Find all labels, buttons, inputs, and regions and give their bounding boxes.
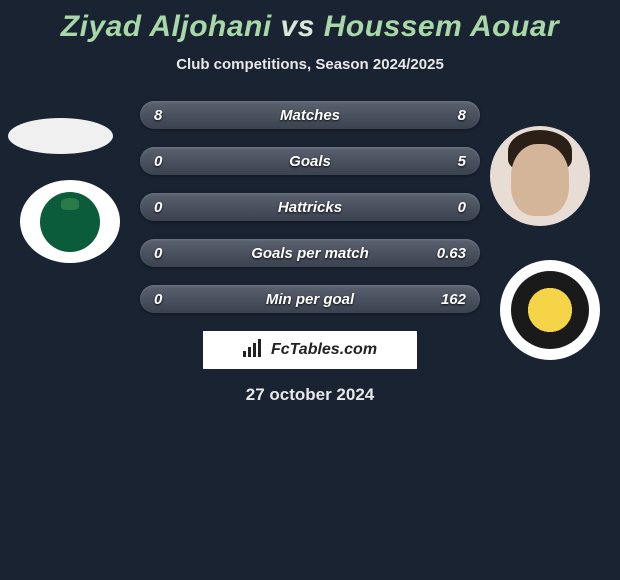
stat-label: Goals per match xyxy=(190,245,430,262)
stat-label: Min per goal xyxy=(190,291,430,308)
player2-avatar xyxy=(490,126,590,226)
stats-block: 8 Matches 8 0 Goals 5 0 Hattricks 0 0 Go… xyxy=(140,101,480,313)
stat-row: 8 Matches 8 xyxy=(140,101,480,129)
stat-label: Hattricks xyxy=(190,199,430,216)
player1-avatar xyxy=(8,118,113,154)
stat-left-value: 0 xyxy=(154,153,190,170)
stat-right-value: 0.63 xyxy=(430,245,466,262)
stat-row: 0 Goals per match 0.63 xyxy=(140,239,480,267)
watermark-text: FcTables.com xyxy=(271,341,377,359)
stat-label: Goals xyxy=(190,153,430,170)
club-badge-inner xyxy=(40,192,100,252)
stat-row: 0 Min per goal 162 xyxy=(140,285,480,313)
stat-row: 0 Goals 5 xyxy=(140,147,480,175)
stat-right-value: 0 xyxy=(430,199,466,216)
avatar-face-shape xyxy=(511,144,569,216)
season-subtitle: Club competitions, Season 2024/2025 xyxy=(0,56,620,73)
stat-row: 0 Hattricks 0 xyxy=(140,193,480,221)
club-badge-inner xyxy=(511,271,589,349)
vs-label: vs xyxy=(281,10,315,43)
stat-right-value: 5 xyxy=(430,153,466,170)
stat-left-value: 0 xyxy=(154,245,190,262)
date-label: 27 october 2024 xyxy=(0,385,620,405)
stat-left-value: 0 xyxy=(154,291,190,308)
player2-name: Houssem Aouar xyxy=(324,10,559,43)
stat-right-value: 162 xyxy=(430,291,466,308)
stat-left-value: 8 xyxy=(154,107,190,124)
watermark-icon xyxy=(243,339,265,362)
player1-club-badge xyxy=(20,180,120,263)
stat-right-value: 8 xyxy=(430,107,466,124)
player1-name: Ziyad Aljohani xyxy=(61,10,272,43)
stat-left-value: 0 xyxy=(154,199,190,216)
comparison-title: Ziyad Aljohani vs Houssem Aouar xyxy=(0,10,620,44)
watermark-badge: FcTables.com xyxy=(203,331,417,369)
stat-label: Matches xyxy=(190,107,430,124)
player2-club-badge xyxy=(500,260,600,360)
